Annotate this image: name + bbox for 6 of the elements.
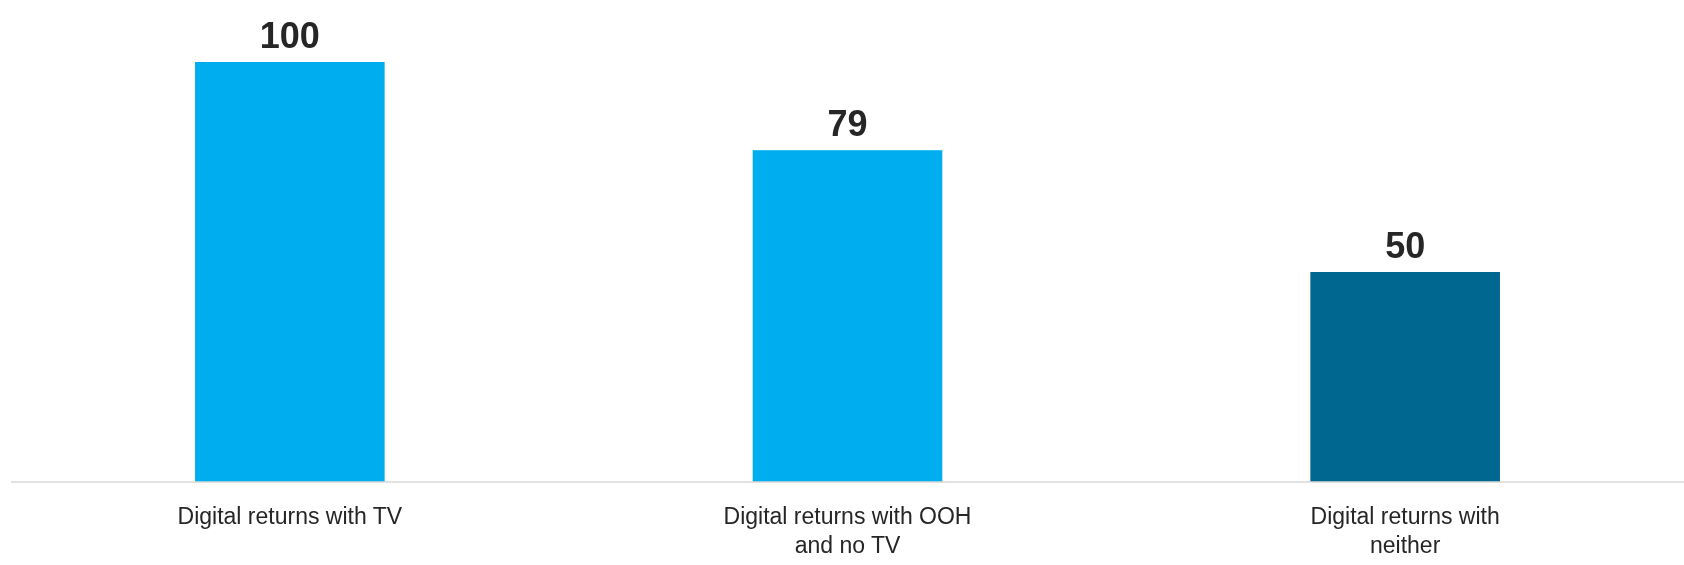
data-label: 79 [827,103,868,145]
data-label: 100 [259,15,320,56]
x-tick-label: Digital returns with TV [177,503,403,529]
x-tick-label: Digital returns with OOH and no TV [723,503,972,558]
data-label: 50 [1385,225,1426,266]
x-tick-label: Digital returns with neither [1310,503,1500,558]
